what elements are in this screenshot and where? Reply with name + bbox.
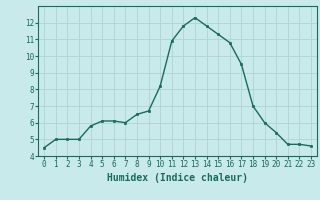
X-axis label: Humidex (Indice chaleur): Humidex (Indice chaleur) (107, 173, 248, 183)
